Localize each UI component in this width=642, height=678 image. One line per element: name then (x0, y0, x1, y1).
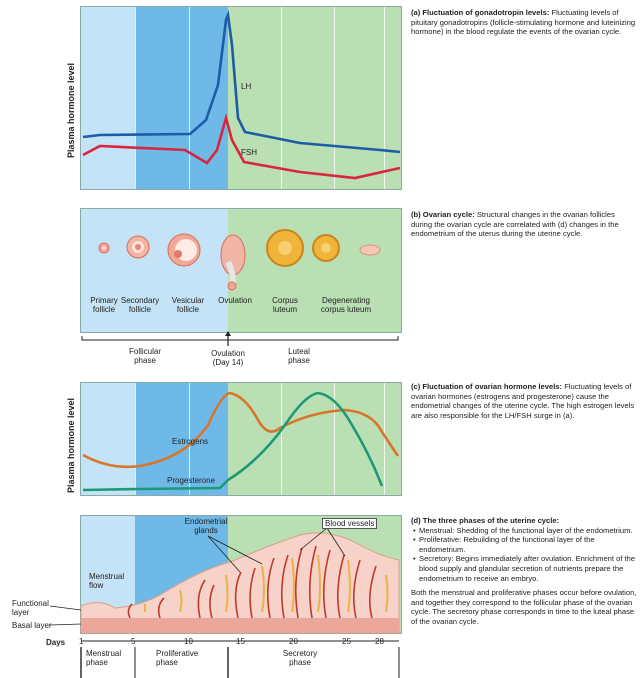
band-secretory (228, 7, 401, 189)
panel-a-description: (a) Fluctuation of gonadotropin levels: … (411, 8, 637, 37)
band-luteal-b (228, 209, 401, 332)
proliferative-phase-label: Proliferative phase (156, 649, 199, 667)
day-tick-28: 28 (375, 637, 384, 646)
panel-b-title: (b) Ovarian cycle: (411, 210, 475, 219)
day-tick-15: 15 (236, 637, 245, 646)
ovulation-day-label: Ovulation (Day 14) (211, 349, 245, 367)
panel-a-gonadotropin-chart (80, 6, 402, 190)
day-tick-1: 1 (79, 637, 84, 646)
days-label: Days (46, 638, 66, 647)
panel-c-ylabel: Plasma hormone level (66, 397, 76, 493)
panel-d-uterine-cycle (80, 515, 402, 634)
bullet-proliferative: Proliferative: Rebuilding of the functio… (413, 535, 637, 554)
band-follicular-b (81, 209, 228, 332)
panel-c-title: (c) Fluctuation of ovarian hormone level… (411, 382, 563, 391)
band-menstrual (81, 7, 135, 189)
panel-b-description: (b) Ovarian cycle: Structural changes in… (411, 210, 637, 239)
panel-d-title: (d) The three phases of the uterine cycl… (411, 516, 560, 525)
bullet-secretory: Secretory: Begins immediately after ovul… (413, 554, 637, 583)
menstrual-phase-label: Menstrual phase (86, 649, 122, 667)
stage-label-ovulation: Ovulation (218, 296, 252, 305)
stage-label-vesicular: Vesicular follicle (171, 296, 205, 314)
band-proliferative (135, 7, 228, 189)
blood-vessels-label: Blood vessels (322, 518, 378, 529)
panel-a-body: Fluctuating levels of pituitary gonadotr… (411, 8, 636, 37)
progesterone-label: Progesterone (167, 476, 216, 485)
endometrial-glands-label: Endometrial glands (184, 517, 228, 535)
day-tick-20: 20 (289, 637, 298, 646)
luteal-phase-label: Luteal phase (288, 347, 310, 365)
basal-layer-label: Basal layer (12, 621, 52, 630)
follicular-phase-label: Follicular phase (128, 347, 161, 365)
stage-label-corpus-luteum: Corpus luteum (272, 296, 298, 314)
panel-c-description: (c) Fluctuation of ovarian hormone level… (411, 382, 637, 420)
panel-c-body: Fluctuating levels of ovarian hormones (… (411, 382, 635, 420)
secretory-phase-label: Secretory phase (282, 649, 318, 667)
functional-layer-label: Functional layer (12, 599, 49, 617)
panel-b-body: Structural changes in the ovarian follic… (411, 210, 619, 239)
panel-b-ovarian-cycle (80, 208, 402, 333)
bullet-menstrual: Menstrual: Shedding of the functional la… (413, 526, 637, 536)
fsh-label: FSH (241, 148, 257, 157)
lh-label: LH (241, 82, 252, 91)
day-tick-5: 5 (131, 637, 136, 646)
panel-a-ylabel: Plasma hormone level (66, 62, 76, 158)
panel-d-description: (d) The three phases of the uterine cycl… (411, 516, 637, 627)
day-tick-25: 25 (342, 637, 351, 646)
day-tick-10: 10 (184, 637, 193, 646)
stage-label-primary: Primary follicle (90, 296, 118, 314)
stage-label-degenerating: Degenerating corpus luteum (320, 296, 372, 314)
panel-a-title: (a) Fluctuation of gonadotropin levels: (411, 8, 550, 17)
menstrual-flow-label: Menstrual flow (89, 572, 125, 590)
stage-label-secondary: Secondary follicle (120, 296, 160, 314)
panel-d-bullets: Menstrual: Shedding of the functional la… (411, 526, 637, 584)
estrogens-label: Estrogens (172, 437, 209, 446)
panel-d-closing: Both the menstrual and proliferative pha… (411, 588, 637, 626)
panel-c-ovarian-hormone-chart (80, 382, 402, 496)
